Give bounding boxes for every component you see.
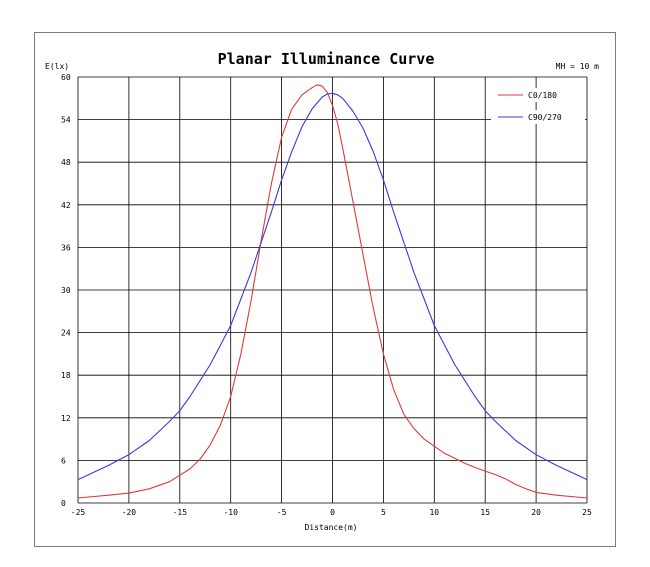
x-tick-label: -10 <box>223 508 238 517</box>
y-tick-label: 6 <box>61 456 66 465</box>
x-tick-label: 25 <box>582 508 592 517</box>
y-tick-label: 54 <box>61 116 71 125</box>
x-tick-label: -25 <box>71 508 86 517</box>
legend-label: C90/270 <box>528 113 562 122</box>
y-tick-label: 24 <box>61 329 71 338</box>
series-line-c0-180 <box>77 84 588 499</box>
grid <box>77 76 588 504</box>
series-line-c90-270 <box>77 92 588 481</box>
y-axis-label: E(lx) <box>45 62 69 71</box>
x-tick-label: -15 <box>173 508 188 517</box>
chart-frame: Planar Illuminance Curve E(lx) MH = 10 m… <box>34 32 616 547</box>
tick-labels: -25 -20 -15 -10 -5 0 5 10 15 20 25 0 6 12 18 24 30 36 42 48… <box>61 73 592 517</box>
x-tick-label: 10 <box>429 508 439 517</box>
y-tick-label: 36 <box>61 243 71 252</box>
y-tick-label: 12 <box>61 414 71 423</box>
y-tick-label: 42 <box>61 201 71 210</box>
mounting-height-annotation: MH = 10 m <box>556 62 600 71</box>
illuminance-chart: Planar Illuminance Curve E(lx) MH = 10 m… <box>45 50 600 532</box>
legend-entry-background <box>491 88 585 102</box>
x-tick-label: -20 <box>122 508 137 517</box>
x-tick-label: -5 <box>277 508 287 517</box>
legend-entry-background <box>491 110 585 124</box>
y-tick-label: 30 <box>61 286 71 295</box>
legend-label: C0/180 <box>528 91 557 100</box>
series-lines <box>77 84 588 499</box>
x-tick-label: 5 <box>381 508 386 517</box>
y-tick-label: 60 <box>61 73 71 82</box>
y-tick-label: 48 <box>61 158 71 167</box>
x-tick-label: 0 <box>330 508 335 517</box>
y-tick-label: 0 <box>61 499 66 508</box>
y-tick-label: 18 <box>61 371 71 380</box>
legend: C0/180 C90/270 <box>491 88 585 124</box>
x-tick-label: 15 <box>480 508 490 517</box>
x-tick-label: 20 <box>531 508 541 517</box>
chart-title: Planar Illuminance Curve <box>218 50 435 68</box>
x-axis-label: Distance(m) <box>305 523 358 532</box>
